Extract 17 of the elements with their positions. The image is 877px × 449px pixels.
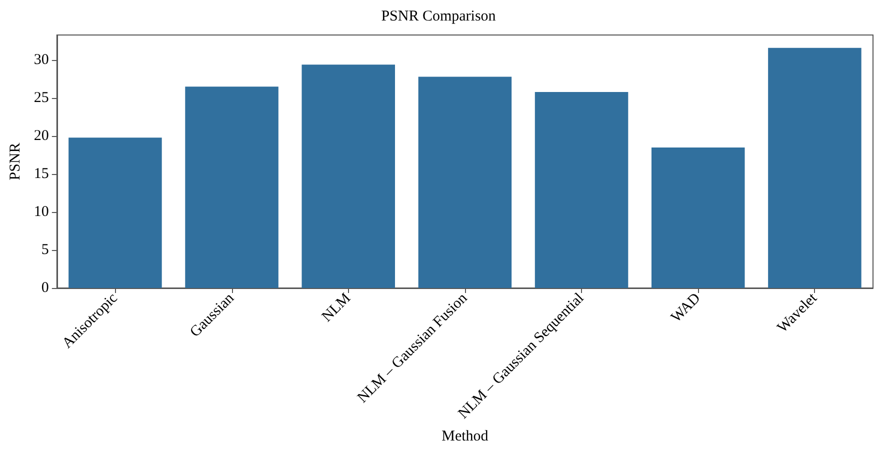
y-tick-label: 10 xyxy=(34,204,49,220)
bar xyxy=(185,86,278,288)
y-tick-label: 15 xyxy=(34,166,49,182)
bar xyxy=(68,138,162,288)
y-tick-label: 0 xyxy=(41,280,49,296)
x-axis-title: Method xyxy=(442,428,489,444)
bar xyxy=(418,76,512,288)
bar xyxy=(534,92,628,288)
bar xyxy=(651,147,745,288)
y-tick-label: 25 xyxy=(34,90,49,106)
chart-title: PSNR Comparison xyxy=(381,8,496,24)
y-tick-label: 5 xyxy=(41,242,49,258)
bar xyxy=(302,64,395,288)
y-axis-title: PSNR xyxy=(8,142,24,180)
y-tick-label: 20 xyxy=(34,128,49,144)
y-tick-label: 30 xyxy=(34,52,49,68)
bar xyxy=(768,48,862,288)
